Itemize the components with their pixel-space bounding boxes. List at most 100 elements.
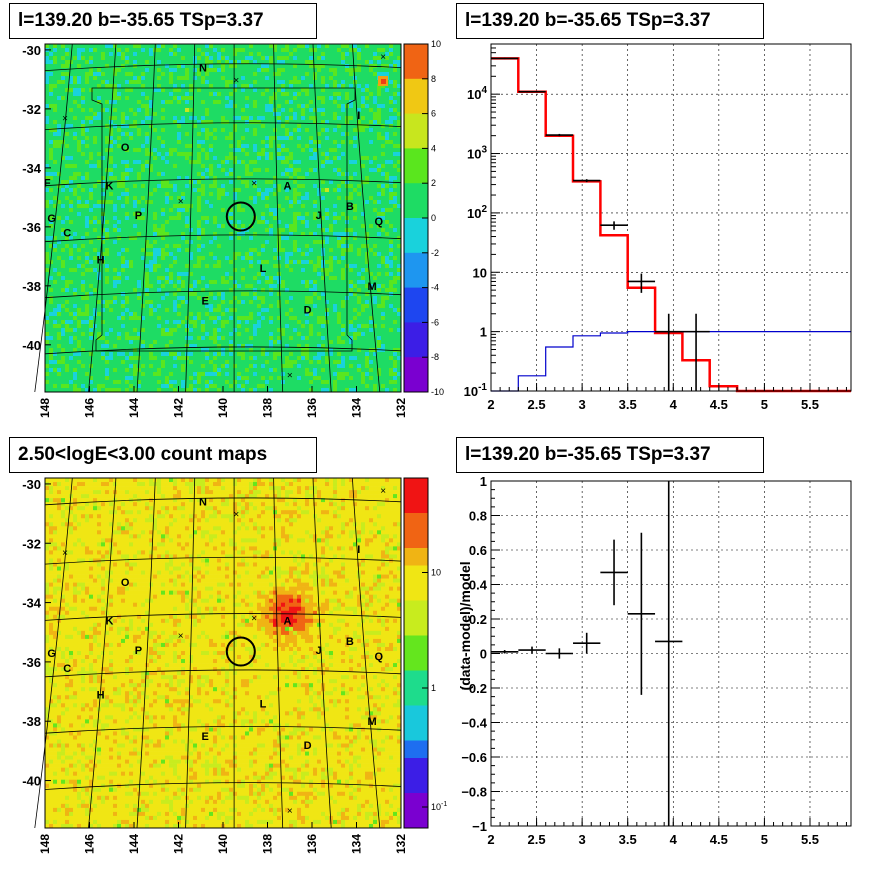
residual-map-pixels	[45, 44, 402, 393]
ratio-point	[627, 532, 656, 695]
y-tick-label: 102	[467, 204, 487, 221]
x-tick-label: 136	[305, 834, 319, 854]
x-tick-label: 146	[83, 834, 97, 854]
y-tick-label: 0	[480, 647, 487, 662]
source-marker: ×	[287, 806, 293, 817]
y-tick-label: -30	[22, 477, 41, 492]
colorbar-tick-label: 10	[431, 568, 441, 578]
residual-colorbar	[404, 44, 428, 393]
source-marker: ×	[380, 52, 386, 63]
x-tick-label: 144	[127, 834, 141, 854]
ratio-point	[573, 632, 601, 654]
y-tick-label: −0.6	[461, 750, 487, 765]
y-tick-label: -34	[22, 161, 42, 176]
y-tick-label: 10-1	[464, 382, 488, 399]
x-tick-label: 2	[487, 832, 494, 847]
source-marker: ×	[233, 75, 239, 86]
y-tick-label: -40	[22, 774, 41, 789]
y-tick-label: 0.4	[469, 578, 488, 593]
source-label-O: O	[121, 577, 130, 589]
x-tick-label: 142	[172, 398, 186, 418]
colorbar-tick-label: -4	[431, 283, 439, 293]
y-tick-label: -36	[22, 220, 41, 235]
residual-map-grid	[34, 43, 402, 393]
y-tick-label: 0.6	[469, 543, 487, 558]
source-label-I: I	[357, 110, 360, 122]
source-label-D: D	[304, 304, 312, 316]
data-point	[518, 90, 546, 93]
y-tick-label: -34	[22, 596, 42, 611]
ratio-grid	[491, 481, 851, 826]
x-tick-label: 3.5	[619, 397, 637, 412]
ratio-point	[600, 539, 628, 606]
source-label-M: M	[367, 281, 376, 293]
colorbar-tick-label: 2	[431, 178, 436, 188]
y-tick-label: -32	[22, 536, 41, 551]
x-tick-label: 140	[216, 834, 230, 854]
colorbar-tick-label: -2	[431, 248, 439, 258]
y-tick-label: -38	[22, 714, 41, 729]
colorbar-tick-label: 6	[431, 109, 436, 119]
x-tick-label: 2.5	[528, 832, 546, 847]
source-marker: ×	[251, 179, 257, 190]
source-marker: ×	[287, 370, 293, 381]
y-tick-label: 0.8	[469, 509, 487, 524]
source-label-K: K	[106, 181, 114, 193]
source-label-B: B	[346, 636, 354, 648]
x-tick-label: 140	[216, 398, 230, 418]
source-label-O: O	[121, 142, 130, 154]
y-tick-label: -40	[22, 338, 41, 353]
x-tick-label: 134	[350, 834, 364, 854]
x-tick-label: 132	[394, 834, 408, 854]
series-model_source	[491, 331, 851, 392]
source-label-H: H	[97, 254, 105, 266]
x-tick-label: 4.5	[710, 397, 728, 412]
source-marker: ×	[62, 548, 68, 559]
y-tick-label: −0.4	[461, 716, 487, 731]
source-label-Q: Q	[374, 651, 383, 663]
roi-circle	[225, 636, 256, 667]
x-tick-label: 5.5	[801, 397, 819, 412]
data-point	[600, 221, 628, 230]
x-tick-label: 2.5	[528, 397, 546, 412]
x-tick-label: 4.5	[710, 832, 728, 847]
source-label-H: H	[97, 690, 105, 702]
spectrum-frame	[490, 43, 852, 392]
ratio-point	[491, 650, 519, 654]
data-point	[655, 313, 683, 391]
x-tick-label: 5	[761, 397, 768, 412]
y-tick-label: −0.8	[461, 785, 487, 800]
source-marker: ×	[380, 486, 386, 497]
roi-circle	[225, 201, 256, 232]
colorbar-tick-label: 10	[431, 39, 441, 49]
colorbar-frame	[403, 477, 429, 829]
x-tick-label: 3	[579, 397, 586, 412]
y-tick-label: −1	[472, 819, 487, 834]
colorbar-tick-label: -8	[431, 352, 439, 362]
source-marker: ×	[251, 613, 257, 624]
y-tick-label: 10	[473, 265, 487, 280]
x-tick-label: 4	[670, 832, 678, 847]
colorbar-tick-label: 1	[431, 683, 436, 693]
source-marker: ×	[233, 510, 239, 521]
x-tick-label: 148	[38, 398, 52, 418]
data-point	[573, 179, 601, 183]
residual-ratio-title: l=139.20 b=-35.65 TSp=3.37	[456, 437, 764, 473]
source-marker: ×	[62, 114, 68, 125]
data-point	[627, 273, 656, 293]
x-tick-label: 136	[305, 398, 319, 418]
data-point	[545, 133, 574, 137]
source-label-N: N	[199, 497, 207, 509]
y-tick-label: 104	[467, 85, 487, 102]
x-tick-label: 146	[83, 398, 97, 418]
count-map-grid	[34, 477, 402, 829]
x-tick-label: 132	[394, 398, 408, 418]
source-label-E: E	[202, 731, 209, 743]
source-label-J: J	[316, 645, 322, 657]
source-label-E: E	[202, 296, 209, 308]
count-colorbar	[404, 478, 428, 829]
